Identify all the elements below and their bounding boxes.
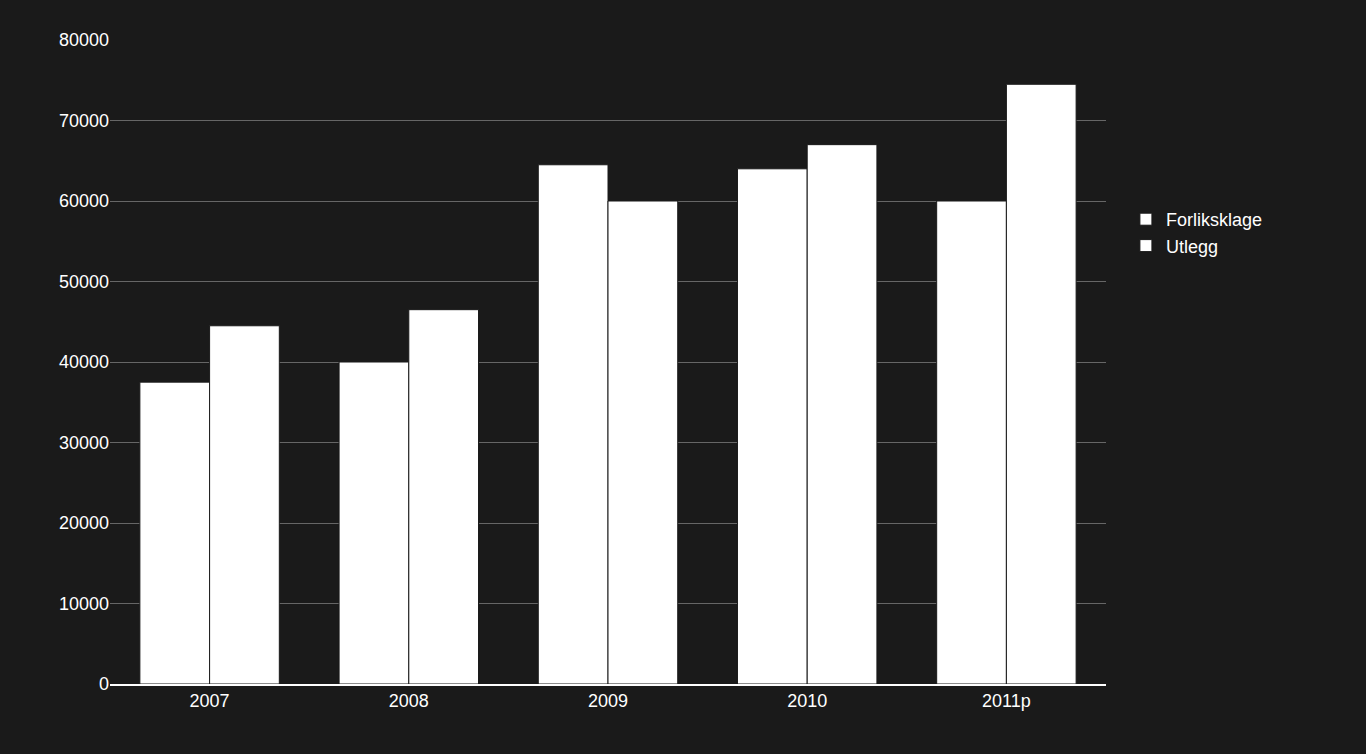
svg-text:2009: 2009 <box>588 691 628 711</box>
svg-text:20000: 20000 <box>59 513 109 533</box>
svg-text:2008: 2008 <box>389 691 429 711</box>
svg-text:2011p: 2011p <box>982 691 1031 711</box>
svg-text:30000: 30000 <box>59 433 109 453</box>
svg-text:80000: 80000 <box>59 30 109 50</box>
svg-text:Utlegg: Utlegg <box>1166 237 1218 257</box>
svg-text:40000: 40000 <box>59 352 109 372</box>
svg-text:50000: 50000 <box>59 272 109 292</box>
svg-text:2010: 2010 <box>787 691 827 711</box>
svg-text:Forliksklage: Forliksklage <box>1166 210 1262 230</box>
svg-text:10000: 10000 <box>59 594 109 614</box>
svg-text:2007: 2007 <box>190 691 230 711</box>
svg-text:60000: 60000 <box>59 191 109 211</box>
svg-text:0: 0 <box>99 674 109 694</box>
svg-text:70000: 70000 <box>59 111 109 131</box>
